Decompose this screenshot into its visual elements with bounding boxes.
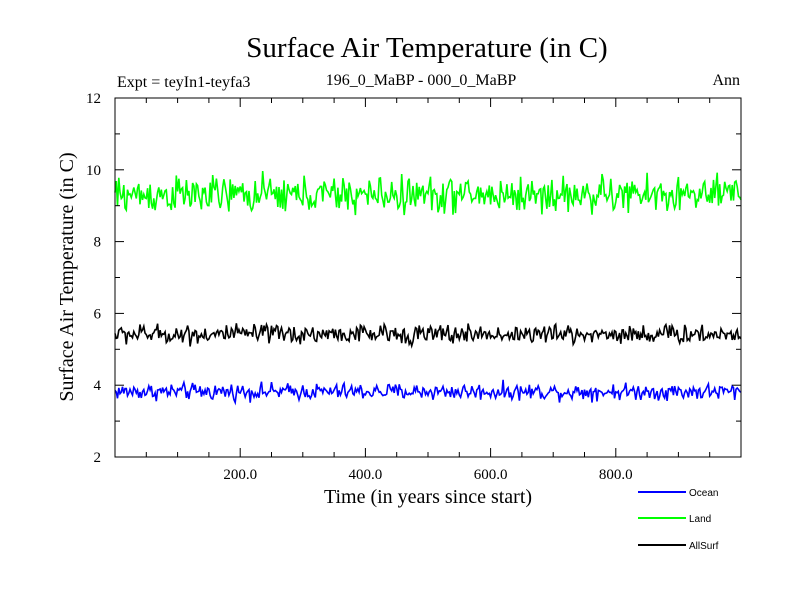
y-tick-label: 2 [94, 450, 102, 466]
legend-label-ocean: Ocean [689, 488, 718, 499]
x-tick-label: 200.0 [223, 467, 257, 483]
x-tick-label: 400.0 [349, 467, 383, 483]
y-tick-label: 12 [86, 91, 101, 107]
y-tick-label: 4 [94, 378, 102, 394]
y-axis: 2 4 6 8 10 12 [86, 91, 741, 466]
x-axis: 200.0 400.0 600.0 800.0 [145, 98, 711, 483]
x-axis-label: Time (in years since start) [324, 486, 532, 508]
series-group [114, 171, 742, 406]
period-label: Ann [712, 72, 740, 89]
plot-frame [114, 97, 742, 458]
series-line-ocean [114, 379, 742, 406]
series-line-land [114, 171, 742, 216]
chart-title: Surface Air Temperature (in C) [246, 32, 607, 64]
x-tick-label: 600.0 [474, 467, 508, 483]
y-tick-label: 8 [94, 235, 102, 251]
legend-label-land: Land [689, 514, 711, 525]
y-tick-label: 10 [86, 163, 101, 179]
chart-subtitle: 196_0_MaBP - 000_0_MaBP [326, 72, 517, 89]
x-tick-label: 800.0 [599, 467, 633, 483]
series-line-allsurf [114, 321, 742, 349]
legend: Ocean Land AllSurf [638, 488, 719, 552]
y-axis-label: Surface Air Temperature (in C) [56, 152, 78, 401]
expt-label: Expt = teyIn1-teyfa3 [117, 74, 250, 91]
y-tick-label: 6 [94, 306, 102, 322]
legend-label-allsurf: AllSurf [689, 541, 719, 552]
